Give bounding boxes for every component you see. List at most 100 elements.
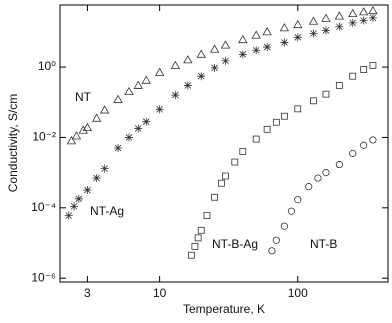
triangle-marker (238, 34, 248, 44)
square-marker (222, 172, 229, 180)
asterisk-marker (183, 81, 192, 90)
asterisk-marker (348, 18, 357, 27)
square-marker (197, 226, 205, 234)
square-marker (272, 118, 280, 126)
square-marker (335, 82, 343, 89)
triangle-marker (321, 13, 331, 22)
asterisk-marker (74, 194, 83, 203)
asterisk-marker (252, 46, 261, 55)
square-marker (349, 72, 357, 80)
asterisk-marker (142, 117, 151, 126)
asterisk-marker (359, 16, 368, 25)
asterisk-marker (134, 124, 143, 133)
triangle-marker (196, 49, 206, 58)
square-marker (231, 158, 239, 166)
triangle-marker (133, 80, 143, 89)
triangle-marker (91, 113, 102, 122)
circle-marker (349, 149, 357, 158)
y-tick-label: 10⁻⁶ (31, 270, 56, 284)
triangle-marker (209, 44, 220, 53)
triangle-marker (220, 40, 231, 49)
asterisk-marker (321, 26, 330, 35)
square-marker (360, 66, 368, 73)
triangle-marker (293, 19, 303, 29)
x-tick-label: 10 (153, 286, 167, 300)
asterisk-marker (368, 13, 377, 22)
asterisk-marker (114, 144, 123, 153)
square-marker (188, 251, 195, 259)
circle-marker (272, 236, 280, 244)
triangle-marker (183, 55, 193, 64)
square-marker (211, 193, 219, 201)
circle-marker (314, 174, 322, 182)
asterisk-marker (221, 56, 230, 65)
asterisk-marker (83, 186, 92, 195)
series-label: NT (75, 90, 92, 104)
triangle-marker (358, 7, 369, 16)
asterisk-marker (263, 43, 272, 52)
circle-marker (305, 183, 313, 191)
y-tick-label: 10⁻⁴ (31, 200, 56, 214)
circle-marker (335, 160, 343, 169)
y-axis-label: Conductivity, S/cm (6, 94, 20, 192)
circle-marker (369, 136, 377, 144)
plot-frame (59, 4, 389, 283)
asterisk-marker (100, 164, 109, 173)
square-marker (239, 148, 247, 155)
triangle-marker (113, 94, 123, 103)
asterisk-marker (293, 33, 302, 42)
triangle-marker (279, 23, 290, 32)
square-marker (322, 90, 330, 98)
square-marker (252, 135, 260, 143)
square-marker (280, 112, 288, 120)
square-marker (294, 105, 302, 113)
asterisk-marker (210, 63, 219, 72)
circle-marker (280, 222, 288, 230)
triangle-marker (71, 131, 82, 140)
square-marker (310, 97, 317, 105)
x-axis-label: Temperature, K (183, 302, 265, 316)
triangle-marker (170, 60, 181, 70)
x-tick-label: 100 (288, 286, 308, 300)
asterisk-marker (335, 22, 344, 31)
triangle-marker (308, 16, 319, 25)
square-marker (194, 234, 202, 242)
asterisk-marker (280, 38, 289, 47)
triangle-marker (141, 75, 151, 84)
triangle-marker (78, 125, 88, 134)
square-marker (369, 62, 377, 70)
square-marker (191, 243, 199, 250)
square-marker (203, 212, 211, 220)
circle-marker (268, 247, 276, 255)
circle-marker (322, 169, 330, 177)
circle-marker (360, 141, 368, 149)
series-label: NT-B (310, 237, 337, 251)
asterisk-marker (171, 91, 180, 100)
asterisk-marker (238, 50, 247, 59)
triangle-marker (251, 30, 261, 39)
square-marker (263, 125, 271, 133)
series-label: NT-Ag (90, 204, 124, 218)
square-marker (217, 179, 225, 187)
triangle-marker (99, 105, 110, 114)
triangle-marker (82, 122, 93, 132)
asterisk-marker (197, 72, 206, 81)
asterisk-marker (64, 211, 73, 220)
asterisk-marker (309, 29, 318, 38)
triangle-marker (66, 136, 77, 145)
y-tick-label: 10⁰ (38, 59, 56, 73)
triangle-marker (154, 67, 165, 76)
series-label: NT-B-Ag (212, 237, 258, 251)
circle-marker (287, 207, 296, 215)
triangle-marker (368, 5, 378, 15)
triangle-marker (262, 27, 272, 36)
circle-marker (294, 196, 302, 204)
triangle-marker (124, 86, 134, 96)
asterisk-marker (70, 202, 79, 211)
triangle-marker (348, 8, 358, 18)
triangle-marker (334, 11, 345, 20)
x-tick-label: 3 (84, 286, 91, 300)
y-tick-label: 10⁻² (32, 130, 56, 144)
asterisk-marker (92, 174, 101, 183)
